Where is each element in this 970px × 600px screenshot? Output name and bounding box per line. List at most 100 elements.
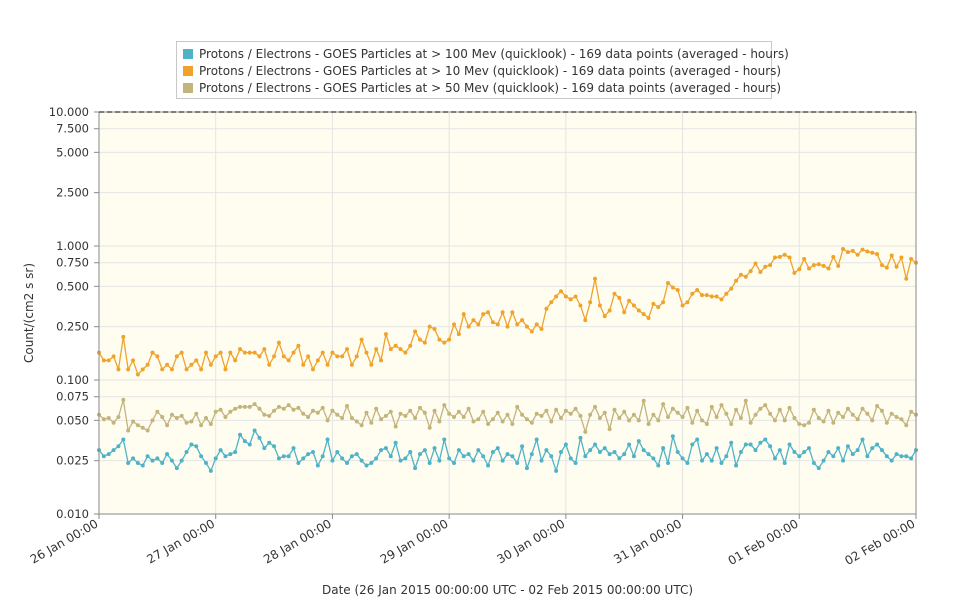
data-point[interactable] <box>432 408 437 413</box>
data-point[interactable] <box>597 303 602 308</box>
data-point[interactable] <box>768 444 773 449</box>
data-point[interactable] <box>189 442 194 447</box>
data-point[interactable] <box>408 450 413 455</box>
data-point[interactable] <box>262 347 267 352</box>
data-point[interactable] <box>315 358 320 363</box>
data-point[interactable] <box>140 425 145 430</box>
data-point[interactable] <box>262 446 267 451</box>
data-point[interactable] <box>413 416 418 421</box>
data-point[interactable] <box>456 409 461 414</box>
data-point[interactable] <box>281 406 286 411</box>
data-point[interactable] <box>855 252 860 257</box>
data-point[interactable] <box>432 327 437 332</box>
data-point[interactable] <box>481 409 486 414</box>
data-point[interactable] <box>286 358 291 363</box>
data-point[interactable] <box>899 417 904 422</box>
data-point[interactable] <box>622 310 627 315</box>
data-point[interactable] <box>841 414 846 419</box>
data-point[interactable] <box>612 291 617 296</box>
data-point[interactable] <box>807 446 812 451</box>
data-point[interactable] <box>797 267 802 272</box>
data-point[interactable] <box>558 289 563 294</box>
data-point[interactable] <box>554 407 559 412</box>
data-point[interactable] <box>354 354 359 359</box>
data-point[interactable] <box>534 322 539 327</box>
data-point[interactable] <box>743 442 748 447</box>
data-point[interactable] <box>442 437 447 442</box>
data-point[interactable] <box>169 458 174 463</box>
data-point[interactable] <box>631 412 636 417</box>
data-point[interactable] <box>121 437 126 442</box>
data-point[interactable] <box>709 404 714 409</box>
data-point[interactable] <box>495 446 500 451</box>
data-point[interactable] <box>335 354 340 359</box>
data-point[interactable] <box>452 322 457 327</box>
data-point[interactable] <box>894 264 899 269</box>
data-point[interactable] <box>471 458 476 463</box>
data-point[interactable] <box>719 461 724 466</box>
data-point[interactable] <box>670 406 675 411</box>
data-point[interactable] <box>724 411 729 416</box>
data-point[interactable] <box>549 454 554 459</box>
data-point[interactable] <box>247 350 252 355</box>
data-point[interactable] <box>481 312 486 317</box>
data-point[interactable] <box>763 264 768 269</box>
data-point[interactable] <box>169 412 174 417</box>
data-point[interactable] <box>155 456 160 461</box>
data-point[interactable] <box>184 420 189 425</box>
data-point[interactable] <box>476 417 481 422</box>
data-point[interactable] <box>447 337 452 342</box>
data-point[interactable] <box>782 418 787 423</box>
data-point[interactable] <box>583 454 588 459</box>
data-point[interactable] <box>349 362 354 367</box>
data-point[interactable] <box>685 461 690 466</box>
data-point[interactable] <box>845 444 850 449</box>
data-point[interactable] <box>223 414 228 419</box>
data-point[interactable] <box>904 276 909 281</box>
data-point[interactable] <box>529 452 534 457</box>
data-point[interactable] <box>753 261 758 266</box>
data-point[interactable] <box>738 272 743 277</box>
data-point[interactable] <box>155 354 160 359</box>
data-point[interactable] <box>203 416 208 421</box>
data-point[interactable] <box>816 262 821 267</box>
data-point[interactable] <box>811 263 816 268</box>
data-point[interactable] <box>111 354 116 359</box>
data-point[interactable] <box>841 458 846 463</box>
data-point[interactable] <box>189 362 194 367</box>
data-point[interactable] <box>748 420 753 425</box>
data-point[interactable] <box>593 442 598 447</box>
data-point[interactable] <box>466 324 471 329</box>
data-point[interactable] <box>252 402 257 407</box>
data-point[interactable] <box>179 413 184 418</box>
data-point[interactable] <box>777 448 782 453</box>
data-point[interactable] <box>534 437 539 442</box>
data-point[interactable] <box>622 409 627 414</box>
data-point[interactable] <box>763 437 768 442</box>
data-point[interactable] <box>267 413 272 418</box>
data-point[interactable] <box>841 246 846 251</box>
data-point[interactable] <box>354 452 359 457</box>
data-point[interactable] <box>738 450 743 455</box>
data-point[interactable] <box>281 354 286 359</box>
data-point[interactable] <box>262 412 267 417</box>
data-point[interactable] <box>422 340 427 345</box>
data-point[interactable] <box>758 406 763 411</box>
data-point[interactable] <box>383 413 388 418</box>
data-point[interactable] <box>520 318 525 323</box>
data-point[interactable] <box>320 454 325 459</box>
data-point[interactable] <box>641 398 646 403</box>
data-point[interactable] <box>709 458 714 463</box>
data-point[interactable] <box>612 407 617 412</box>
data-point[interactable] <box>481 454 486 459</box>
data-point[interactable] <box>831 454 836 459</box>
data-point[interactable] <box>524 417 529 422</box>
data-point[interactable] <box>233 450 238 455</box>
data-point[interactable] <box>325 362 330 367</box>
data-point[interactable] <box>870 446 875 451</box>
data-point[interactable] <box>340 354 345 359</box>
data-point[interactable] <box>427 461 432 466</box>
data-point[interactable] <box>802 423 807 428</box>
data-point[interactable] <box>359 458 364 463</box>
data-point[interactable] <box>101 358 106 363</box>
